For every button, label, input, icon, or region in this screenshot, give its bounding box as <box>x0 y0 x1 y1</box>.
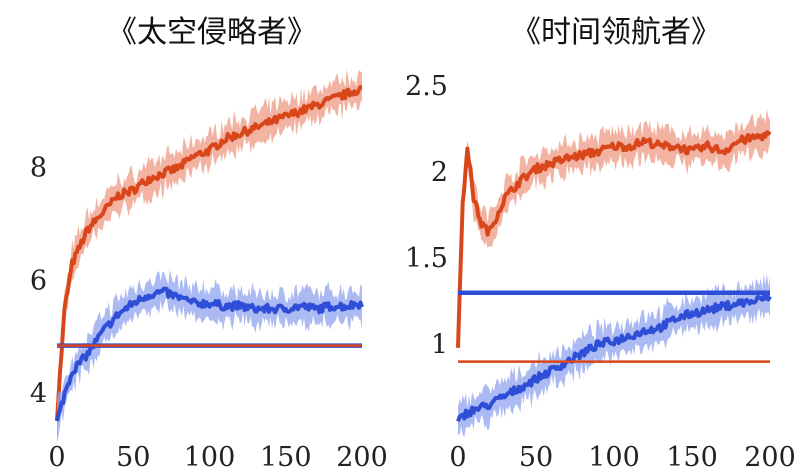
chart-title-space-invaders: 《太空侵略者》 <box>107 15 317 50</box>
chart-title-time-pilot: 《时间领航者》 <box>511 15 721 50</box>
x-tick-label: 100 <box>184 442 236 473</box>
series-2-band <box>57 269 362 444</box>
x-tick-label: 150 <box>260 442 312 473</box>
series-1-line <box>456 130 772 348</box>
x-tick-label: 50 <box>116 442 150 473</box>
x-tick-label: 200 <box>336 442 388 473</box>
x-tick-label: 50 <box>519 442 553 473</box>
y-tick-label: 1.5 <box>405 243 448 274</box>
y-tick-label: 4 <box>30 379 47 410</box>
y-tick-label: 2 <box>431 157 448 188</box>
series-2-line <box>456 291 772 422</box>
x-tick-label: 100 <box>588 442 640 473</box>
series-1-band <box>57 69 362 443</box>
x-tick-label: 200 <box>744 442 796 473</box>
x-tick-label: 0 <box>48 442 65 473</box>
x-tick-label: 0 <box>449 442 466 473</box>
y-tick-label: 8 <box>30 152 47 183</box>
panel-space-invaders: 0 50 100 150 200 4 6 8 <box>30 69 388 473</box>
y-tick-label: 6 <box>30 266 47 297</box>
series-1-line <box>55 84 363 421</box>
y-tick-label: 2.5 <box>405 71 448 102</box>
series-2-band <box>458 273 770 438</box>
panel-time-pilot: 0 50 100 150 200 1 1.5 2 2.5 <box>405 71 796 473</box>
series-2-line <box>55 286 364 422</box>
x-tick-label: 150 <box>666 442 718 473</box>
y-tick-label: 1 <box>431 329 448 360</box>
